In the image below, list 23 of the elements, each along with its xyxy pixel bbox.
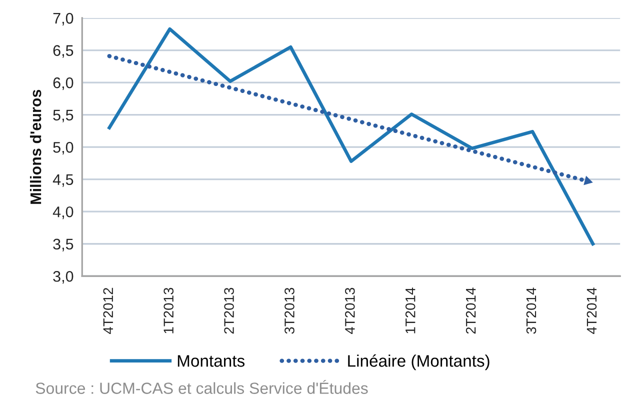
y-tick-label: 4,5 (52, 174, 74, 187)
x-tick-label: 1T2013 (164, 288, 174, 334)
y-tick-label: 7,0 (53, 12, 74, 26)
x-tick-label: 1T2014 (405, 288, 416, 334)
y-tick-label: 4,0 (52, 206, 74, 220)
legend-label: Linéaire (Montants) (348, 354, 490, 370)
source-note: Source : UCM-CAS et calculs Service d'Études (36, 380, 368, 394)
x-tick-label: 3T2014 (526, 288, 536, 334)
x-tick-label: 4T2014 (586, 288, 597, 334)
x-tick-label: 2T2014 (466, 288, 476, 334)
x-tick-label: 4T2013 (345, 288, 355, 334)
x-tick-label: 3T2013 (284, 288, 294, 334)
legend-label: Montants (178, 355, 245, 367)
y-tick-label: 5,5 (53, 110, 74, 122)
y-tick-label: 6,0 (53, 77, 74, 90)
y-axis-title: Millions d'euros (30, 90, 42, 204)
x-tick-label: 4T2012 (103, 288, 114, 334)
y-tick-label: 5,0 (53, 142, 74, 155)
y-tick-label: 3,5 (53, 238, 74, 252)
y-tick-label: 3,0 (53, 270, 74, 284)
x-tick-label: 2T2013 (224, 288, 234, 334)
y-tick-label: 6,5 (53, 45, 74, 58)
line-series (108, 27, 595, 246)
